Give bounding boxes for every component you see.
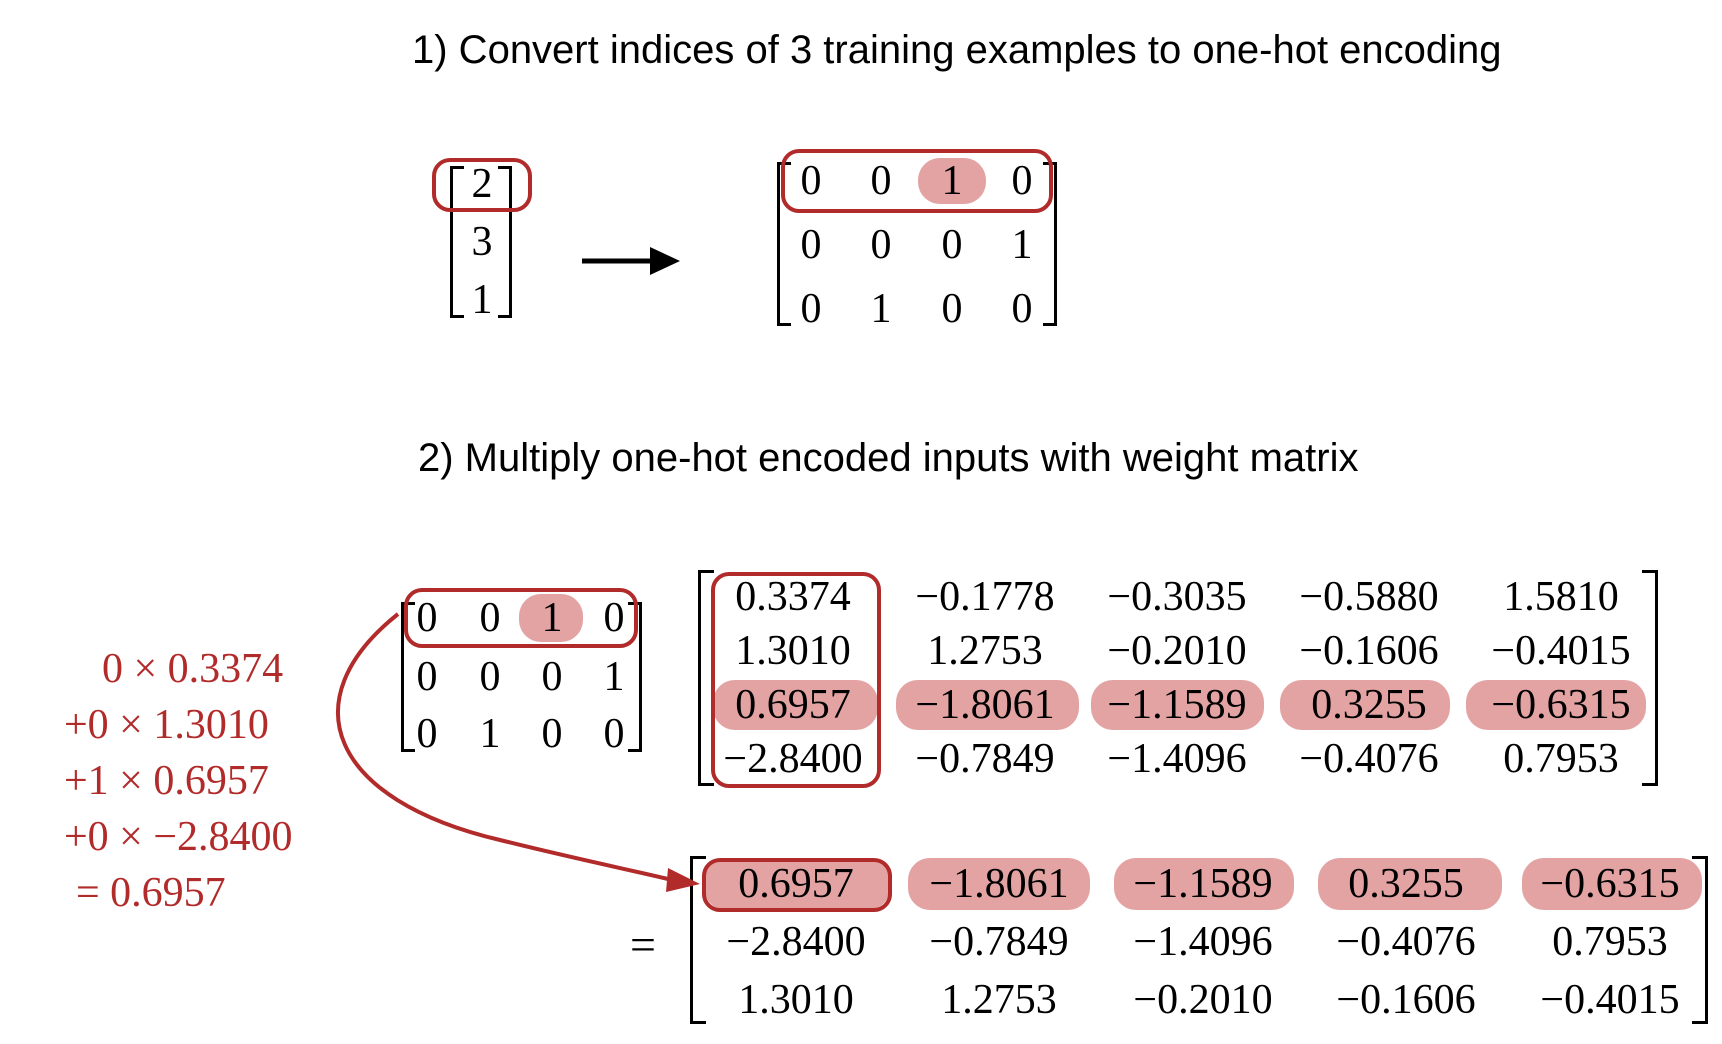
weight-row-highlight — [1466, 680, 1646, 730]
one-hot-cell: 0 — [416, 711, 438, 757]
index-vector-right-bracket — [498, 166, 512, 318]
result-row-highlight — [1318, 858, 1502, 910]
weight-cell: 1.2753 — [927, 628, 1043, 674]
weight-row-highlight — [713, 680, 878, 730]
weight-cell: 0.7953 — [1503, 736, 1619, 782]
weight-cell: 1.5810 — [1503, 574, 1619, 620]
first-row-outline — [404, 588, 638, 648]
index-cell: 2 — [471, 161, 493, 207]
one-hot-cell: 0 — [941, 286, 963, 332]
one-hot-cell: 0 — [941, 222, 963, 268]
result-cell: −1.8061 — [929, 861, 1069, 907]
first-row-outline — [781, 149, 1053, 213]
weight-cell: 0.6957 — [735, 682, 851, 728]
result-cell: −0.6315 — [1540, 861, 1680, 907]
weight-row-highlight — [896, 680, 1079, 730]
result-cell: −0.4015 — [1540, 977, 1680, 1023]
weight-left-bracket — [698, 570, 714, 786]
result-right-bracket — [1692, 856, 1708, 1024]
index-cell: 3 — [471, 219, 493, 265]
one-hot-cell: 0 — [870, 158, 892, 204]
one-hot-cell: 0 — [800, 286, 822, 332]
result-cell: −0.2010 — [1133, 977, 1273, 1023]
weight-cell: 0.3255 — [1311, 682, 1427, 728]
result-row-highlight — [1522, 858, 1702, 910]
calc-line: = 0.6957 — [76, 870, 226, 916]
weight-cell: −2.8400 — [723, 736, 863, 782]
weight-cell: −0.7849 — [915, 736, 1055, 782]
result-row-highlight — [908, 858, 1090, 910]
first-column-outline — [711, 572, 881, 788]
equals-sign: = — [630, 919, 656, 970]
curved-red-arrow — [336, 612, 700, 892]
step1-title: 1) Convert indices of 3 training example… — [412, 28, 1502, 72]
weight-row-highlight — [1091, 680, 1264, 730]
result-cell: −0.4076 — [1336, 919, 1476, 965]
one-hot-cell: 0 — [603, 711, 625, 757]
result-cell: 0.6957 — [738, 861, 854, 907]
step2-title: 2) Multiply one-hot encoded inputs with … — [418, 436, 1359, 480]
weight-cell: −0.2010 — [1107, 628, 1247, 674]
result-cell: 0.7953 — [1552, 919, 1668, 965]
one-hot-cell: 0 — [541, 654, 563, 700]
first-index-outline — [432, 158, 532, 212]
result-row-highlight — [1114, 858, 1294, 910]
one-hot-cell: 0 — [416, 654, 438, 700]
calc-line: +0 × −2.8400 — [64, 814, 293, 860]
result-cell: 1.2753 — [941, 977, 1057, 1023]
result-first-cell-outline — [702, 858, 892, 912]
weight-right-bracket — [1642, 570, 1658, 786]
weight-cell: −1.8061 — [915, 682, 1055, 728]
weight-cell: −1.1589 — [1107, 682, 1247, 728]
weight-cell: −0.4076 — [1299, 736, 1439, 782]
one-hot-cell: 1 — [941, 158, 963, 204]
one-hot-cell: 1 — [1011, 222, 1033, 268]
result-cell: −0.7849 — [929, 919, 1069, 965]
one-hot-cell: 0 — [1011, 158, 1033, 204]
weight-cell: 0.3374 — [735, 574, 851, 620]
one-hot-cell: 0 — [800, 158, 822, 204]
result-cell: −0.1606 — [1336, 977, 1476, 1023]
result-cell: −1.4096 — [1133, 919, 1273, 965]
weight-cell: 1.3010 — [735, 628, 851, 674]
one-hot-cell: 0 — [870, 222, 892, 268]
calc-line: +1 × 0.6957 — [64, 758, 269, 804]
weight-row-highlight — [1280, 680, 1450, 730]
weight-cell: −0.4015 — [1491, 628, 1631, 674]
weight-cell: −1.4096 — [1107, 736, 1247, 782]
result-cell: −2.8400 — [726, 919, 866, 965]
result-row-highlight — [704, 858, 890, 910]
one-hot-cell: 0 — [541, 711, 563, 757]
calc-line: 0 × 0.3374 — [102, 646, 284, 692]
weight-cell: −0.1778 — [915, 574, 1055, 620]
weight-cell: −0.3035 — [1107, 574, 1247, 620]
one-hot-cell: 0 — [1011, 286, 1033, 332]
result-cell: 1.3010 — [738, 977, 854, 1023]
result-cell: −1.1589 — [1133, 861, 1273, 907]
weight-cell: −0.6315 — [1491, 682, 1631, 728]
one-hot-cell: 0 — [479, 654, 501, 700]
index-cell: 1 — [471, 277, 493, 323]
one-hot-cell: 1 — [870, 286, 892, 332]
result-left-bracket — [690, 856, 706, 1024]
weight-cell: −0.5880 — [1299, 574, 1439, 620]
one-hot-cell: 0 — [800, 222, 822, 268]
index-vector-left-bracket — [450, 166, 464, 318]
weight-cell: −0.1606 — [1299, 628, 1439, 674]
result-cell: 0.3255 — [1348, 861, 1464, 907]
one-hot-cell: 1 — [603, 654, 625, 700]
hot-cell-highlight — [918, 158, 986, 204]
one-hot-cell: 1 — [479, 711, 501, 757]
calc-line: +0 × 1.3010 — [64, 702, 269, 748]
conversion-arrow — [582, 247, 680, 275]
